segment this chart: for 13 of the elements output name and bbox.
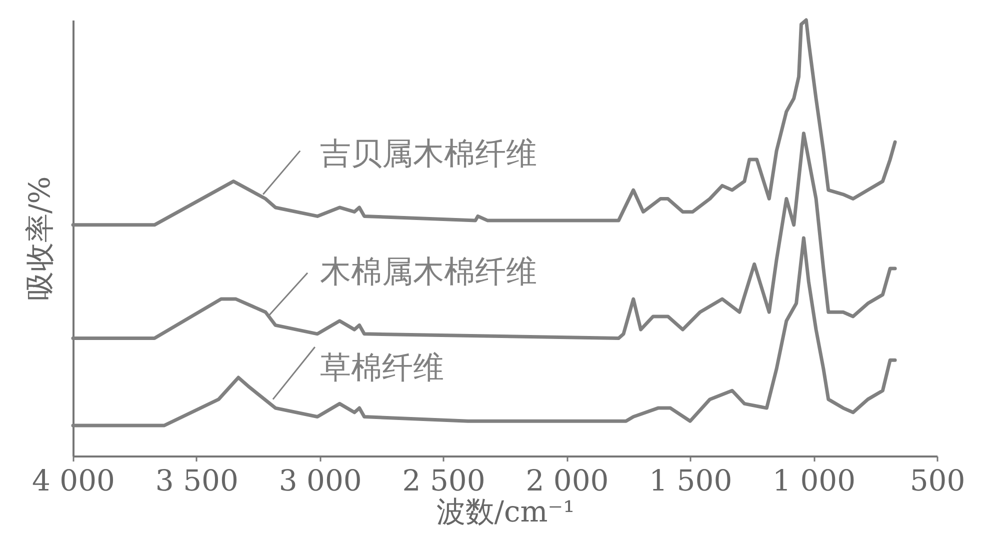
legend-label: 吉贝属木棉纤维 [320, 136, 537, 172]
x-tick-label: 1 500 [649, 464, 732, 498]
x-tick-label: 1 000 [772, 464, 856, 498]
x-tick-label: 4 000 [32, 464, 116, 498]
x-tick-label: 3 000 [278, 464, 362, 498]
x-tick-label: 2 000 [526, 464, 609, 498]
y-axis-title: 吸收率/% [22, 176, 56, 301]
x-tick-label: 500 [910, 464, 966, 498]
x-tick-label: 2 500 [402, 464, 486, 498]
x-tick-label: 3 500 [155, 464, 238, 498]
series-label: 木棉属木棉纤维 [320, 254, 537, 290]
legend-label: 草棉纤维 [320, 350, 444, 386]
x-axis-title: 波数/cm⁻¹ [436, 494, 575, 528]
